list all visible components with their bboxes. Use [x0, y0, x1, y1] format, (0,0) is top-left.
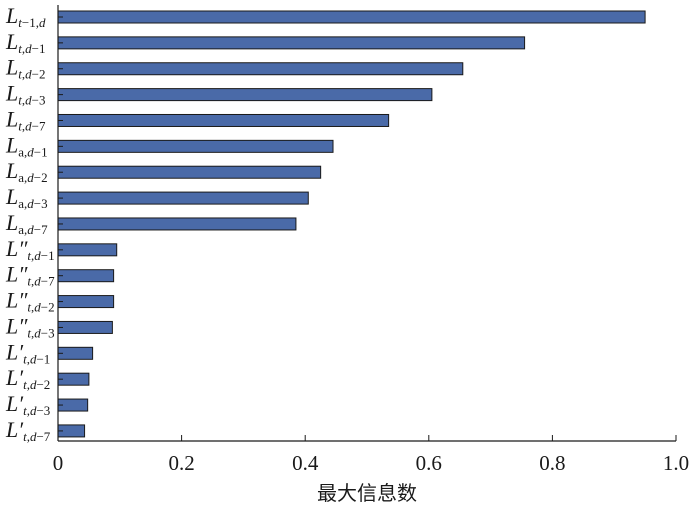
y-tick-label: La,d−7 [5, 210, 48, 237]
bar-13 [57, 320, 113, 334]
y-tick-label: L′t,d−1 [5, 339, 50, 366]
x-tick-label: 0.8 [539, 451, 565, 475]
y-tick-labels-group: Lt−1,dLt,d−1Lt,d−2Lt,d−3Lt,d−7La,d−1La,d… [5, 3, 63, 444]
x-tick-label: 0.2 [168, 451, 194, 475]
bar-4 [57, 88, 433, 102]
bar-7 [57, 165, 322, 179]
bar-11 [57, 269, 115, 283]
bar-3 [57, 62, 464, 76]
x-tick-label: 0.6 [416, 451, 442, 475]
y-tick-label: Lt,d−2 [5, 55, 45, 82]
y-tick-label: La,d−2 [5, 158, 48, 185]
y-tick-label: La,d−1 [5, 132, 48, 159]
bar-12 [57, 295, 115, 309]
y-tick-label: Lt,d−7 [5, 106, 46, 133]
bar-8 [57, 191, 309, 205]
y-tick-label: Lt,d−1 [5, 29, 45, 56]
bars-group [57, 10, 646, 438]
bar-1 [57, 10, 646, 24]
y-tick-label: L″t,d−2 [5, 288, 55, 315]
y-tick-label: L″t,d−3 [5, 313, 55, 340]
y-tick-label: L″t,d−1 [5, 236, 55, 263]
y-tick-label: La,d−3 [5, 184, 48, 211]
bar-5 [57, 113, 390, 127]
bar-6 [57, 139, 334, 153]
bar-2 [57, 36, 526, 50]
axes-group [57, 5, 676, 442]
y-tick-label: L″t,d−7 [5, 262, 55, 289]
x-tick-label: 1.0 [663, 451, 689, 475]
bar-9 [57, 217, 297, 231]
y-tick-label: Lt,d−3 [5, 81, 45, 108]
y-tick-label: L′t,d−7 [5, 417, 51, 444]
x-ticks-group: 0 0.2 0.4 0.6 0.8 1.0 [53, 435, 689, 475]
y-tick-label: Lt−1,d [5, 3, 46, 30]
x-tick-label: 0.4 [292, 451, 319, 475]
bar-14 [57, 346, 94, 360]
bar-10 [57, 243, 118, 257]
y-tick-label: L′t,d−2 [5, 365, 50, 392]
x-tick-label: 0 [53, 451, 64, 475]
y-tick-label: L′t,d−3 [5, 391, 50, 418]
x-axis-label: 最大信息数 [317, 481, 417, 505]
